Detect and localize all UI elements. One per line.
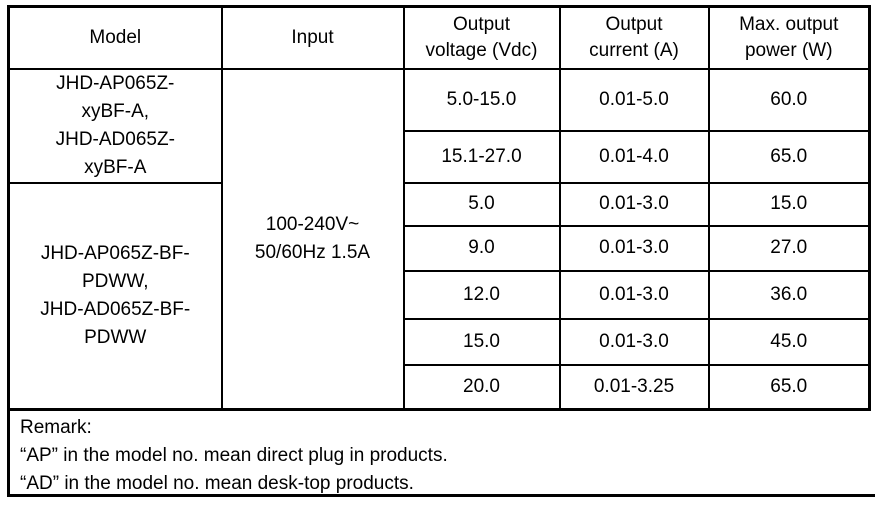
current-cell: 0.01-4.0: [558, 130, 710, 184]
header-row: Model Input Output voltage (Vdc) Output …: [7, 5, 871, 70]
power-cell: 15.0: [707, 181, 871, 227]
model-group-cell-2: JHD-AP065Z-BF- PDWW, JHD-AD065Z-BF- PDWW: [7, 181, 223, 411]
table-row: 20.0 0.01-3.25 65.0: [9, 363, 871, 411]
table-row: JHD-AP065Z- xyBF-A, JHD-AD065Z- xyBF-A 1…: [7, 67, 871, 411]
col-header-output-current: Output current (A): [558, 5, 710, 70]
remark-line: “AD” in the model no. mean desk-top prod…: [20, 473, 414, 494]
voltage-cell: 5.0: [402, 181, 561, 227]
voltage-cell: 20.0: [402, 363, 561, 411]
voltage-cell: 12.0: [402, 269, 561, 320]
remark-section: Remark: “AP” in the model no. mean direc…: [7, 411, 875, 497]
input-cell: 100-240V~ 50/60Hz 1.5A: [220, 67, 405, 411]
current-cell: 0.01-3.0: [558, 181, 710, 227]
power-cell: 60.0: [707, 67, 871, 133]
col-header-input: Input: [220, 5, 405, 70]
spec-table: Model Input Output voltage (Vdc) Output …: [7, 5, 871, 411]
power-cell: 36.0: [707, 269, 871, 320]
model-group-cell-1: JHD-AP065Z- xyBF-A, JHD-AD065Z- xyBF-A: [7, 67, 223, 184]
power-cell: 65.0: [707, 363, 871, 411]
remark-title: Remark:: [20, 417, 92, 438]
current-cell: 0.01-3.25: [558, 363, 710, 411]
table-row: 9.0 0.01-3.0 27.0: [9, 224, 871, 272]
voltage-cell: 5.0-15.0: [402, 67, 561, 133]
voltage-cell: 15.1-27.0: [402, 130, 561, 184]
power-cell: 27.0: [707, 224, 871, 272]
spec-sheet: Model Input Output voltage (Vdc) Output …: [7, 5, 875, 497]
remark-line: “AP” in the model no. mean direct plug i…: [20, 445, 448, 466]
voltage-cell: 9.0: [402, 224, 561, 272]
current-cell: 0.01-5.0: [558, 67, 710, 133]
current-cell: 0.01-3.0: [558, 317, 710, 366]
power-cell: 65.0: [707, 130, 871, 184]
table-row: 15.1-27.0 0.01-4.0 65.0: [9, 130, 871, 184]
power-cell: 45.0: [707, 317, 871, 366]
col-header-model: Model: [7, 5, 223, 70]
col-header-max-power: Max. output power (W): [707, 5, 871, 70]
table-row: JHD-AP065Z-BF- PDWW, JHD-AD065Z-BF- PDWW…: [7, 181, 871, 411]
voltage-cell: 15.0: [402, 317, 561, 366]
current-cell: 0.01-3.0: [558, 269, 710, 320]
table-row: 12.0 0.01-3.0 36.0: [9, 269, 871, 320]
current-cell: 0.01-3.0: [558, 224, 710, 272]
col-header-output-voltage: Output voltage (Vdc): [402, 5, 561, 70]
table-row: 15.0 0.01-3.0 45.0: [9, 317, 871, 366]
